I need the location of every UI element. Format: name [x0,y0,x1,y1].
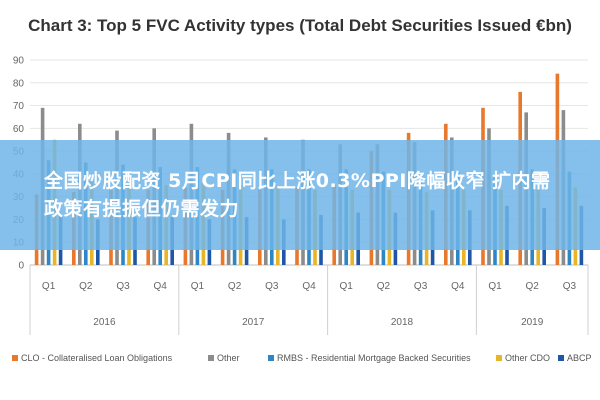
x-tick-label: Q2 [526,281,540,292]
x-tick-label: Q2 [79,281,93,292]
y-tick-label: 0 [18,261,24,272]
legend-label: Other CDO [505,353,550,363]
year-label: 2019 [521,317,544,328]
x-tick-label: Q1 [488,281,502,292]
legend-label: Other [217,353,240,363]
legend-label: RMBS - Residential Mortgage Backed Secur… [277,353,471,363]
legend-swatch [12,355,18,361]
y-tick-label: 60 [13,124,25,135]
legend-swatch [558,355,564,361]
year-label: 2017 [242,317,265,328]
year-label: 2016 [93,317,116,328]
chart-title: Chart 3: Top 5 FVC Activity types (Total… [28,16,572,35]
legend-swatch [208,355,214,361]
x-tick-label: Q1 [42,281,56,292]
x-tick-label: Q4 [302,281,316,292]
x-tick-label: Q3 [563,281,577,292]
y-tick-label: 80 [13,78,25,89]
x-tick-label: Q3 [414,281,428,292]
legend-label: ABCP [567,353,592,363]
x-tick-label: Q2 [377,281,391,292]
x-tick-label: Q3 [265,281,279,292]
x-tick-label: Q4 [451,281,465,292]
legend-swatch [268,355,274,361]
headline-text: 全国炒股配资 5月CPI同比上涨0.3%PPI降幅收窄 扩内需政策有提振但仍需发… [44,170,551,220]
x-tick-label: Q4 [154,281,168,292]
y-tick-label: 70 [13,101,25,112]
x-axis: Q1 Q2 Q3 Q4 Q1 Q2 Q3 Q4 Q1 Q2 Q3 Q4 Q1 Q2 Q3 2016 2017 20… [29,265,589,335]
legend-swatch [496,355,502,361]
year-label: 2018 [391,317,414,328]
x-tick-label: Q3 [116,281,130,292]
legend-label: CLO - Collateralised Loan Obligations [21,353,173,363]
x-tick-label: Q1 [340,281,354,292]
x-tick-label: Q1 [191,281,205,292]
headline-banner: 全国炒股配资 5月CPI同比上涨0.3%PPI降幅收窄 扩内需政策有提振但仍需发… [0,140,600,250]
x-tick-label: Q2 [228,281,242,292]
y-tick-label: 90 [13,56,25,67]
legend: CLO - Collateralised Loan Obligations Oth… [12,353,592,363]
